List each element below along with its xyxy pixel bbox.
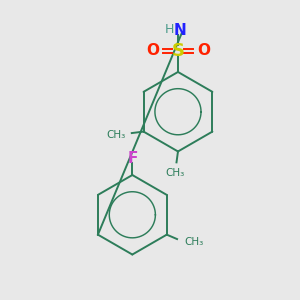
- Text: O: O: [146, 43, 159, 58]
- Text: O: O: [197, 43, 210, 58]
- Text: H: H: [164, 23, 174, 36]
- Text: S: S: [172, 42, 184, 60]
- Text: CH₃: CH₃: [184, 237, 204, 247]
- Text: F: F: [127, 151, 137, 166]
- Text: N: N: [174, 23, 187, 38]
- Text: CH₃: CH₃: [106, 130, 126, 140]
- Text: CH₃: CH₃: [165, 168, 185, 178]
